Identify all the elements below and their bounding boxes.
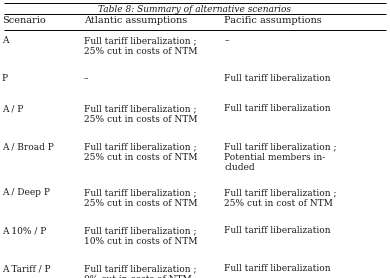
- Text: A / Broad P: A / Broad P: [2, 142, 54, 151]
- Text: Full tariff liberalization ;
25% cut in cost of NTM: Full tariff liberalization ; 25% cut in …: [224, 188, 337, 208]
- Text: Full tariff liberalization: Full tariff liberalization: [224, 226, 331, 235]
- Text: A 10% / P: A 10% / P: [2, 226, 46, 235]
- Text: –: –: [224, 36, 229, 45]
- Text: A Tariff / P: A Tariff / P: [2, 264, 51, 273]
- Text: Full tariff liberalization ;
0% cut in costs of NTM: Full tariff liberalization ; 0% cut in c…: [84, 264, 196, 278]
- Text: A: A: [2, 36, 9, 45]
- Text: Full tariff liberalization ;
25% cut in costs of NTM: Full tariff liberalization ; 25% cut in …: [84, 36, 197, 56]
- Text: Full tariff liberalization ;
25% cut in costs of NTM: Full tariff liberalization ; 25% cut in …: [84, 142, 197, 162]
- Text: Full tariff liberalization: Full tariff liberalization: [224, 74, 331, 83]
- Text: Full tariff liberalization ;
10% cut in costs of NTM: Full tariff liberalization ; 10% cut in …: [84, 226, 197, 246]
- Text: Full tariff liberalization ;
25% cut in costs of NTM: Full tariff liberalization ; 25% cut in …: [84, 188, 197, 208]
- Text: Atlantic assumptions: Atlantic assumptions: [84, 16, 187, 25]
- Text: Full tariff liberalization ;
Potential members in-
cluded: Full tariff liberalization ; Potential m…: [224, 142, 337, 173]
- Text: Table 8: Summary of alternative scenarios: Table 8: Summary of alternative scenario…: [99, 5, 291, 14]
- Text: A / P: A / P: [2, 104, 23, 113]
- Text: Full tariff liberalization ;
25% cut in costs of NTM: Full tariff liberalization ; 25% cut in …: [84, 104, 197, 124]
- Text: Full tariff liberalization: Full tariff liberalization: [224, 264, 331, 273]
- Text: P: P: [2, 74, 8, 83]
- Text: A / Deep P: A / Deep P: [2, 188, 50, 197]
- Text: Pacific assumptions: Pacific assumptions: [224, 16, 322, 25]
- Text: –: –: [84, 74, 89, 83]
- Text: Full tariff liberalization: Full tariff liberalization: [224, 104, 331, 113]
- Text: Scenario: Scenario: [2, 16, 46, 25]
